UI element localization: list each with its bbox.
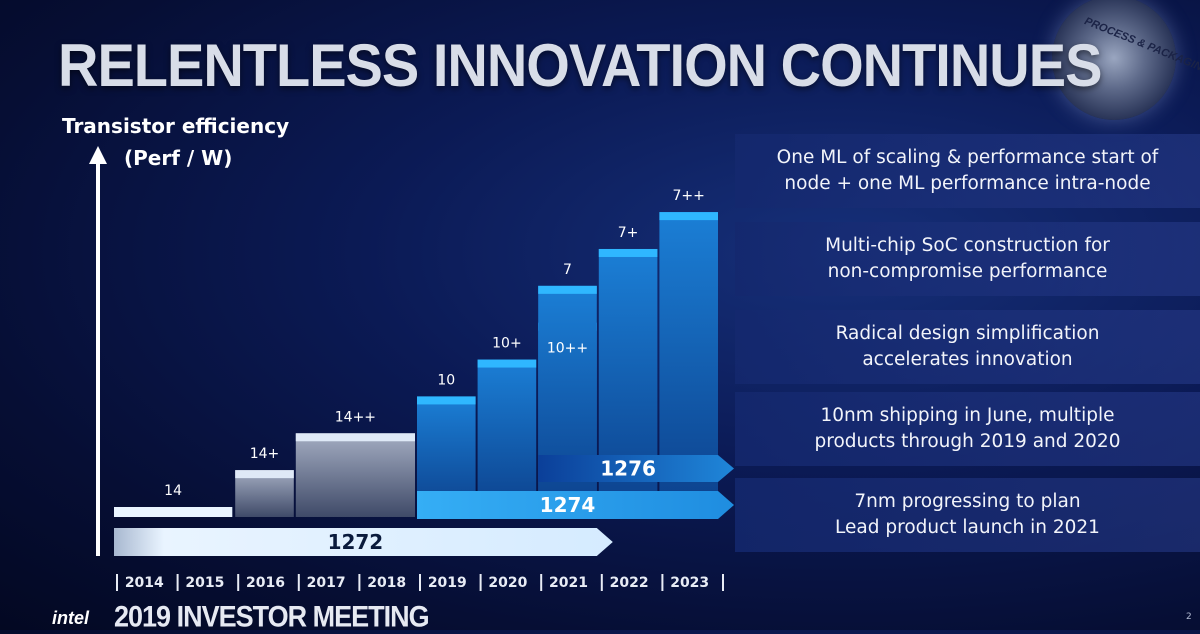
bar-cap-10p — [478, 360, 537, 368]
bar-node-14pp — [296, 433, 415, 517]
bar-label: 7++ — [673, 188, 705, 204]
x-tick-separator — [116, 574, 118, 591]
x-tick-separator — [540, 574, 542, 591]
bar-label: 10 — [437, 372, 455, 388]
x-tick-separator — [661, 574, 663, 591]
x-tick-label: 2015 — [185, 575, 224, 591]
bar-cap-14 — [114, 507, 232, 517]
x-tick-label: 2014 — [125, 575, 164, 591]
x-tick-separator — [601, 574, 603, 591]
x-tick-label: 2016 — [246, 575, 285, 591]
process-arrow-label: 1276 — [600, 457, 656, 481]
x-tick-separator — [237, 574, 239, 591]
highlight-panel-1: One ML of scaling & performance start of… — [735, 134, 1200, 208]
bar-cap-7p — [599, 249, 658, 257]
bar-cap-14p — [235, 470, 294, 478]
bar-cap-10 — [417, 396, 476, 404]
highlight-panel-3: Radical design simplification accelerate… — [735, 310, 1200, 384]
bar-label: 7 — [563, 262, 572, 278]
x-tick-label: 2018 — [367, 575, 406, 591]
bar-label: 10+ — [492, 336, 522, 352]
bar-cap-7 — [538, 286, 597, 294]
process-arrow-label: 1272 — [328, 530, 384, 554]
bar-label: 14 — [164, 483, 182, 499]
x-tick-separator — [722, 574, 724, 591]
x-tick-label: 2023 — [670, 575, 709, 591]
x-tick-separator — [480, 574, 482, 591]
bar-node-7 — [538, 286, 597, 517]
bar-label: 10++ — [547, 341, 588, 357]
x-tick-separator — [419, 574, 421, 591]
bar-label: 14+ — [250, 446, 280, 462]
x-tick-separator — [298, 574, 300, 591]
x-tick-label: 2021 — [549, 575, 588, 591]
page-number: 2 — [1186, 612, 1192, 622]
x-tick-label: 2022 — [610, 575, 649, 591]
highlight-panel-2: Multi-chip SoC construction for non-comp… — [735, 222, 1200, 296]
event-name: 2019 INVESTOR MEETING — [114, 600, 429, 634]
x-tick-label: 2020 — [488, 575, 527, 591]
x-tick-label: 2017 — [307, 575, 346, 591]
bar-label: 14++ — [335, 409, 376, 425]
highlight-panel-4: 10nm shipping in June, multiple products… — [735, 392, 1200, 466]
x-tick-separator — [358, 574, 360, 591]
bar-cap-7pp — [659, 212, 718, 220]
highlight-panel-5: 7nm progressing to plan Lead product lau… — [735, 478, 1200, 552]
bar-cap-14pp — [296, 433, 415, 441]
process-arrow-label: 1274 — [540, 493, 596, 517]
x-tick-label: 2019 — [428, 575, 467, 591]
intel-logo: intel — [52, 608, 89, 629]
bar-label: 7+ — [618, 225, 639, 241]
x-tick-separator — [177, 574, 179, 591]
